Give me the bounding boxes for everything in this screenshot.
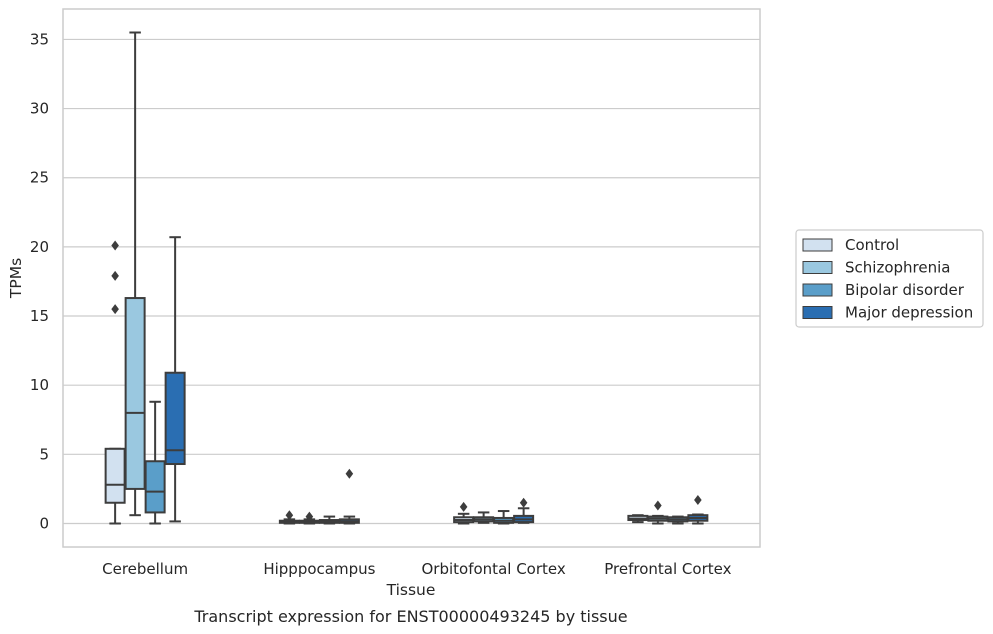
boxes-layer xyxy=(104,31,709,525)
y-tick-label: 30 xyxy=(30,100,49,118)
chart-caption: Transcript expression for ENST0000049324… xyxy=(193,607,627,626)
outlier-point xyxy=(111,270,119,281)
legend-item: Schizophrenia xyxy=(802,259,950,277)
x-axis-label: Tissue xyxy=(386,581,436,599)
box-group xyxy=(667,515,689,525)
box-group xyxy=(104,240,126,525)
plot-frame xyxy=(62,8,761,548)
outlier-point xyxy=(694,494,702,505)
x-category-label: Prefrontal Cortex xyxy=(604,560,731,578)
outlier-point xyxy=(519,497,528,508)
legend-item: Bipolar disorder xyxy=(802,281,965,299)
y-tick-label: 35 xyxy=(30,30,49,48)
legend-frame xyxy=(795,229,984,328)
box xyxy=(164,371,186,466)
legend-item: Major depression xyxy=(802,304,973,322)
legend-item: Control xyxy=(802,236,899,254)
legend-swatch xyxy=(802,283,833,297)
legend-label: Bipolar disorder xyxy=(845,281,965,299)
box-group xyxy=(453,501,475,525)
box-group xyxy=(513,497,535,524)
x-category-label: Cerebellum xyxy=(102,560,188,578)
box-group xyxy=(338,468,360,525)
box-group xyxy=(647,500,669,525)
outlier-point xyxy=(111,304,119,315)
legend-label: Major depression xyxy=(845,304,973,322)
y-axis-label: TPMs xyxy=(7,258,25,299)
y-tick-label: 10 xyxy=(30,376,49,394)
outlier-point xyxy=(285,510,294,521)
outlier-point xyxy=(111,240,119,251)
box-group xyxy=(124,31,146,517)
y-tick-label: 5 xyxy=(39,445,49,463)
outlier-point xyxy=(459,501,468,512)
y-tick-label: 15 xyxy=(30,307,49,325)
legend-swatch xyxy=(802,261,833,274)
box xyxy=(124,297,146,490)
outlier-point xyxy=(345,468,354,479)
x-category-label: Orbitofontal Cortex xyxy=(422,560,566,578)
y-tick-label: 0 xyxy=(39,514,49,532)
outlier-point xyxy=(305,511,314,522)
box xyxy=(104,447,126,504)
outlier-point xyxy=(654,500,662,511)
y-tick-label: 20 xyxy=(30,238,49,256)
box-group xyxy=(144,400,166,525)
box-group xyxy=(164,236,186,523)
legend-label: Control xyxy=(845,236,899,254)
y-tick-label: 25 xyxy=(30,169,49,187)
box-group xyxy=(627,514,649,524)
legend-swatch xyxy=(802,306,833,319)
box-group xyxy=(687,494,709,525)
y-tick-labels: 0 5 10 15 20 25 30 35 xyxy=(30,30,49,532)
x-category-labels: Cerebellum Hipppocampus Orbitofontal Corte… xyxy=(102,560,731,578)
legend: Control Schizophrenia Bipolar disorder Majo… xyxy=(795,229,984,328)
x-category-label: Hipppocampus xyxy=(263,560,375,578)
box xyxy=(144,460,166,514)
legend-label: Schizophrenia xyxy=(845,259,950,277)
legend-swatch xyxy=(802,238,833,252)
box-group xyxy=(318,515,340,525)
